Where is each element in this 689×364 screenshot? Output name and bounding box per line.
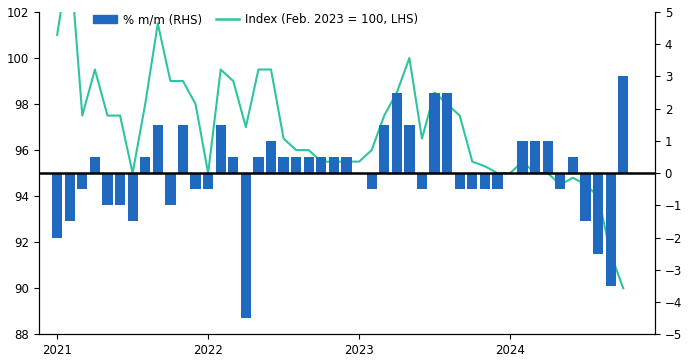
Bar [165,173,176,205]
Bar [52,173,62,238]
Bar [216,125,226,173]
Bar [77,173,88,189]
Bar [90,157,100,173]
Bar [568,157,578,173]
Bar [391,92,402,173]
Bar [417,173,427,189]
Bar [190,173,200,189]
Bar [404,125,415,173]
Bar [153,125,163,173]
Bar [379,125,389,173]
Bar [266,141,276,173]
Bar [178,125,188,173]
Bar [240,173,251,318]
Bar [115,173,125,205]
Bar [228,157,238,173]
Bar [543,141,553,173]
Bar [455,173,465,189]
Bar [530,141,540,173]
Bar [555,173,566,189]
Bar [493,173,502,189]
Bar [580,173,590,222]
Bar [442,92,452,173]
Bar [367,173,377,189]
Bar [127,173,138,222]
Bar [316,157,327,173]
Bar [203,173,214,189]
Bar [341,157,351,173]
Bar [304,157,314,173]
Bar [329,157,339,173]
Bar [278,157,289,173]
Bar [291,157,301,173]
Bar [103,173,112,205]
Bar [593,173,604,254]
Bar [467,173,477,189]
Bar [65,173,75,222]
Bar [429,92,440,173]
Bar [480,173,490,189]
Bar [254,157,264,173]
Bar [606,173,616,286]
Bar [618,76,628,173]
Legend: % m/m (RHS), Index (Feb. 2023 = 100, LHS): % m/m (RHS), Index (Feb. 2023 = 100, LHS… [88,9,423,31]
Bar [517,141,528,173]
Bar [140,157,150,173]
